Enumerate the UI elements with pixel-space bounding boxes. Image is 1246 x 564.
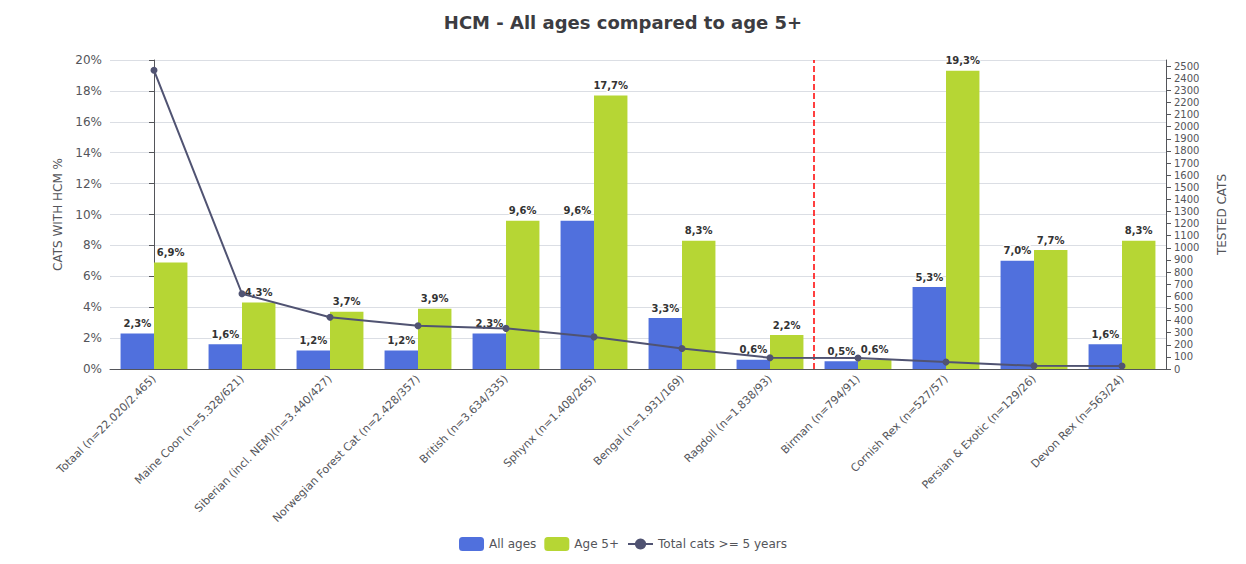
svg-text:4,3%: 4,3% xyxy=(244,287,273,299)
svg-text:0,5%: 0,5% xyxy=(827,346,855,357)
svg-text:Sphynx (n=1.408/265): Sphynx (n=1.408/265) xyxy=(501,372,599,470)
svg-text:0,6%: 0,6% xyxy=(739,344,767,355)
svg-text:2500: 2500 xyxy=(1174,61,1199,72)
svg-text:17,7%: 17,7% xyxy=(593,80,628,91)
svg-text:400: 400 xyxy=(1174,315,1193,326)
svg-text:9,6%: 9,6% xyxy=(563,205,591,216)
svg-text:HCM - All ages compared to age: HCM - All ages compared to age 5+ xyxy=(444,12,802,33)
svg-text:All ages: All ages xyxy=(489,537,536,551)
svg-text:8%: 8% xyxy=(83,238,102,252)
svg-text:1000: 1000 xyxy=(1174,242,1199,253)
svg-text:700: 700 xyxy=(1174,279,1193,290)
svg-text:1500: 1500 xyxy=(1174,182,1199,193)
svg-text:9,6%: 9,6% xyxy=(509,205,537,216)
svg-text:1,6%: 1,6% xyxy=(211,329,239,340)
svg-text:2100: 2100 xyxy=(1174,109,1199,120)
svg-text:1100: 1100 xyxy=(1174,230,1199,241)
svg-text:Maine Coon (n=5.328/621): Maine Coon (n=5.328/621) xyxy=(132,372,247,487)
svg-text:3,9%: 3,9% xyxy=(421,293,449,304)
svg-text:16%: 16% xyxy=(75,115,102,129)
svg-text:20%: 20% xyxy=(75,53,102,67)
svg-text:2,3%: 2,3% xyxy=(475,318,504,329)
svg-text:8,3%: 8,3% xyxy=(685,225,713,236)
svg-text:1300: 1300 xyxy=(1174,206,1199,217)
svg-text:3,3%: 3,3% xyxy=(651,303,679,314)
svg-text:900: 900 xyxy=(1174,254,1193,265)
svg-text:6,9%: 6,9% xyxy=(157,247,185,258)
svg-text:300: 300 xyxy=(1174,327,1193,338)
svg-text:18%: 18% xyxy=(75,84,102,98)
svg-text:TESTED CATS: TESTED CATS xyxy=(1215,174,1229,256)
svg-text:Norwegian Forest Cat (n=2.428/: Norwegian Forest Cat (n=2.428/357) xyxy=(270,372,422,524)
svg-text:600: 600 xyxy=(1174,291,1193,302)
svg-text:Devon Rex (n=563/24): Devon Rex (n=563/24) xyxy=(1028,372,1126,470)
svg-text:1600: 1600 xyxy=(1174,170,1199,181)
svg-text:7,0%: 7,0% xyxy=(1003,245,1031,256)
svg-text:CATS WITH HCM %: CATS WITH HCM % xyxy=(51,158,65,271)
svg-text:2300: 2300 xyxy=(1174,85,1199,96)
svg-text:2%: 2% xyxy=(83,331,102,345)
svg-text:12%: 12% xyxy=(75,177,102,191)
svg-text:British (n=3.634/335): British (n=3.634/335) xyxy=(417,372,511,466)
svg-text:Cornish Rex (n=527/57): Cornish Rex (n=527/57) xyxy=(848,372,951,475)
svg-text:2200: 2200 xyxy=(1174,97,1199,108)
svg-text:200: 200 xyxy=(1174,339,1193,350)
svg-text:0: 0 xyxy=(1174,364,1180,375)
svg-text:2,2%: 2,2% xyxy=(773,320,801,331)
svg-text:Totaal (n=22.020/2.465): Totaal (n=22.020/2.465) xyxy=(54,372,159,477)
svg-text:1400: 1400 xyxy=(1174,194,1199,205)
svg-text:1,2%: 1,2% xyxy=(299,335,327,346)
svg-text:Siberian (incl. NEM)(n=3.440/4: Siberian (incl. NEM)(n=3.440/427) xyxy=(192,372,335,515)
svg-text:5,3%: 5,3% xyxy=(915,272,943,283)
svg-text:1,2%: 1,2% xyxy=(387,335,415,346)
svg-text:2,3%: 2,3% xyxy=(123,318,151,329)
svg-text:0,6%: 0,6% xyxy=(861,344,889,355)
svg-text:Total cats >= 5 years: Total cats >= 5 years xyxy=(657,537,787,551)
svg-text:Age 5+: Age 5+ xyxy=(574,537,619,551)
svg-text:14%: 14% xyxy=(75,146,102,160)
svg-text:1200: 1200 xyxy=(1174,218,1199,229)
svg-text:Bengal (n=1.931/169): Bengal (n=1.931/169) xyxy=(591,372,687,468)
svg-text:1900: 1900 xyxy=(1174,133,1199,144)
svg-text:800: 800 xyxy=(1174,267,1193,278)
svg-text:Birman (n=794/91): Birman (n=794/91) xyxy=(778,372,862,456)
svg-text:1,6%: 1,6% xyxy=(1091,329,1119,340)
svg-text:7,7%: 7,7% xyxy=(1037,235,1065,246)
svg-text:Persian & Exotic (n=129/26): Persian & Exotic (n=129/26) xyxy=(919,372,1038,491)
svg-text:0%: 0% xyxy=(83,362,102,376)
svg-text:4%: 4% xyxy=(83,300,102,314)
svg-text:6%: 6% xyxy=(83,269,102,283)
svg-text:2000: 2000 xyxy=(1174,121,1199,132)
svg-text:500: 500 xyxy=(1174,303,1193,314)
svg-text:1700: 1700 xyxy=(1174,158,1199,169)
svg-text:1800: 1800 xyxy=(1174,145,1199,156)
svg-text:8,3%: 8,3% xyxy=(1125,225,1153,236)
svg-text:100: 100 xyxy=(1174,351,1193,362)
svg-text:19,3%: 19,3% xyxy=(945,55,980,66)
svg-text:Ragdoll (n=1.838/93): Ragdoll (n=1.838/93) xyxy=(682,372,775,465)
svg-text:10%: 10% xyxy=(75,208,102,222)
svg-text:3,7%: 3,7% xyxy=(333,296,361,307)
svg-text:2400: 2400 xyxy=(1174,73,1199,84)
